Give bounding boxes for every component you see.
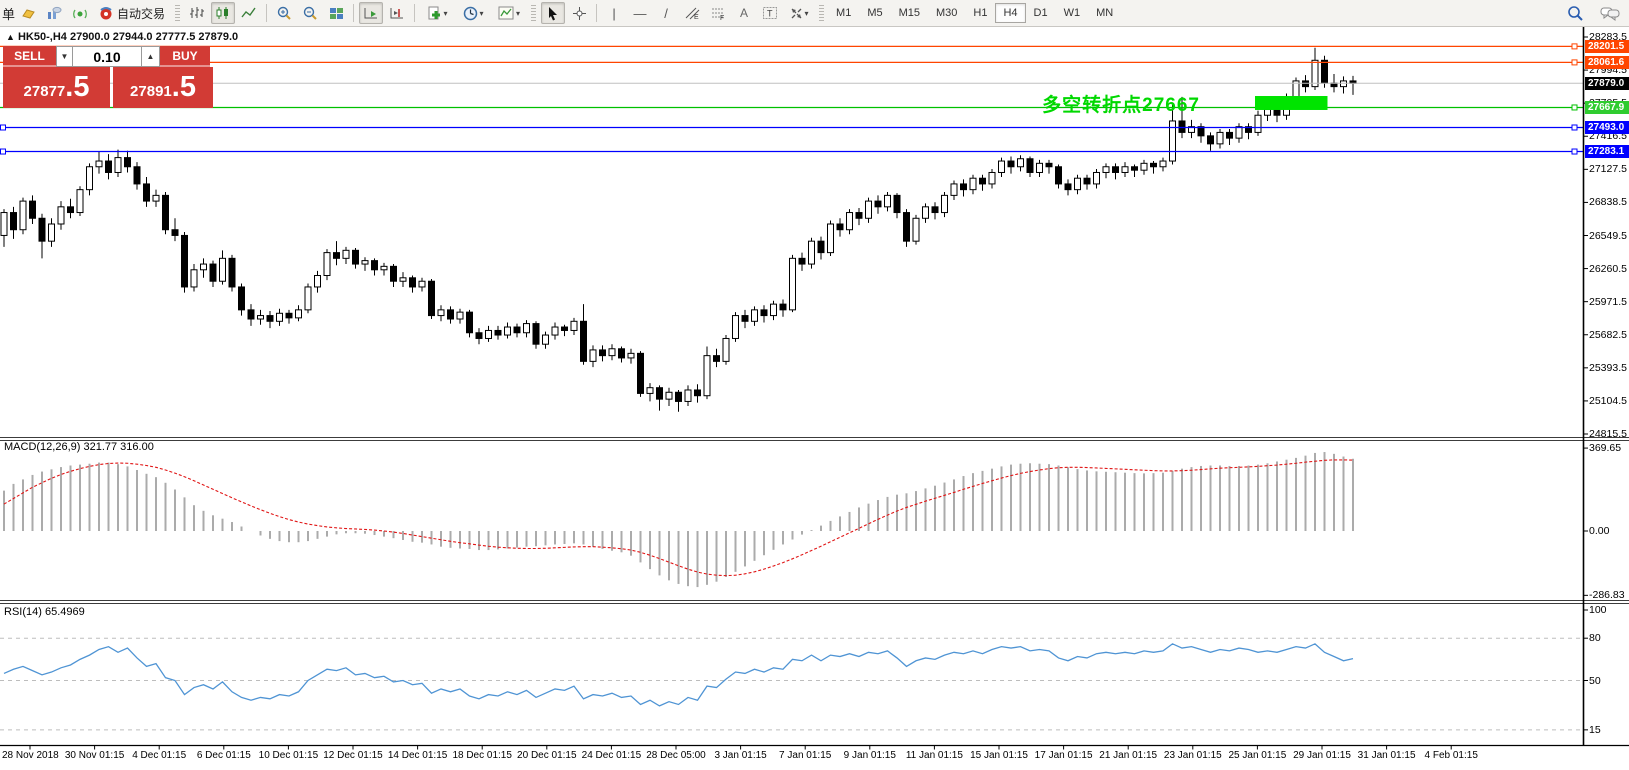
arrows-button[interactable]: ▾ xyxy=(784,2,814,24)
search-icon[interactable] xyxy=(1563,2,1587,24)
cursor-icon[interactable] xyxy=(541,2,566,24)
text-icon[interactable]: A xyxy=(740,6,749,20)
chart-title: ▲ HK50-,H4 27900.0 27944.0 27777.5 27879… xyxy=(6,31,238,43)
orders-button[interactable]: 单 xyxy=(2,6,16,22)
vertical-line-icon[interactable]: | xyxy=(612,5,616,21)
crosshair-icon[interactable] xyxy=(567,2,591,24)
rsi-line xyxy=(3,643,1354,707)
arrows-caret-icon: ▾ xyxy=(804,8,809,18)
timeframe-w1[interactable]: W1 xyxy=(1063,7,1081,19)
sell-price[interactable]: 27877 .5 xyxy=(3,67,110,108)
rsi-indicator xyxy=(0,637,1583,731)
horizontal-price-lines xyxy=(0,43,1583,155)
autotrade-label: 自动交易 xyxy=(117,6,166,21)
timeframe-mn[interactable]: MN xyxy=(1096,7,1114,19)
toolbar-grip[interactable] xyxy=(531,5,537,21)
buy-price[interactable]: 27891 .5 xyxy=(113,67,213,108)
sell-price-main: 27877 xyxy=(23,83,66,100)
period-caret-icon: ▾ xyxy=(479,8,484,18)
sell-price-fraction: .5 xyxy=(65,71,90,103)
fibonacci-icon[interactable]: F xyxy=(706,2,730,24)
bar-chart-icon[interactable] xyxy=(185,2,209,24)
timeframe-h1[interactable]: H1 xyxy=(973,7,988,19)
one-click-trading-panel: SELL ▼ 0.10 ▲ BUY 27877 .5 27891 .5 xyxy=(3,46,213,108)
text-label-icon[interactable]: T xyxy=(758,2,782,24)
timeframe-m30[interactable]: M30 xyxy=(936,7,958,19)
chart-shift-icon[interactable] xyxy=(385,2,409,24)
timeframe-h4[interactable]: H4 xyxy=(995,3,1026,23)
zoom-in-icon[interactable] xyxy=(272,2,296,24)
signal-icon[interactable] xyxy=(68,2,92,24)
indicators-caret-icon: ▾ xyxy=(516,8,521,18)
buy-price-main: 27891 xyxy=(130,83,172,100)
toolbar-grip[interactable] xyxy=(819,5,825,21)
tile-windows-icon[interactable] xyxy=(324,2,348,24)
new-order-caret-icon: ▾ xyxy=(443,8,448,18)
svg-text:T: T xyxy=(767,9,773,19)
horizontal-line-icon[interactable]: — xyxy=(633,5,647,21)
volume-increase-button[interactable]: ▲ xyxy=(141,46,160,67)
chart-symbol-period: HK50-,H4 xyxy=(17,31,67,43)
chart-ohlc-values: 27900.0 27944.0 27777.5 27879.0 xyxy=(69,31,239,43)
timeframe-d1[interactable]: D1 xyxy=(1033,7,1048,19)
chart-text-annotation[interactable]: 多空转折点27667 xyxy=(1042,95,1200,116)
zoom-out-icon[interactable] xyxy=(298,2,322,24)
new-order-button[interactable]: ▾ xyxy=(420,2,454,24)
volume-input[interactable]: 0.10 xyxy=(73,46,141,67)
highlight-rectangle xyxy=(1255,96,1328,110)
candlestick-chart-icon[interactable] xyxy=(211,2,236,24)
auto-scroll-icon[interactable] xyxy=(359,2,384,24)
line-chart-icon[interactable] xyxy=(237,2,261,24)
main-toolbar: 单 自动交易 xyxy=(0,0,1629,27)
volume-decrease-button[interactable]: ▼ xyxy=(56,46,73,67)
pane-frame xyxy=(0,27,1629,750)
timeframe-m1[interactable]: M1 xyxy=(836,7,852,19)
chat-icon[interactable] xyxy=(1598,2,1622,24)
period-clock-button[interactable]: ▾ xyxy=(456,2,490,24)
toolbar-grip[interactable] xyxy=(175,5,181,21)
timeframe-m15[interactable]: M15 xyxy=(898,7,920,19)
collapse-icon[interactable]: ▲ xyxy=(6,32,15,42)
publisher-icon[interactable] xyxy=(16,2,40,24)
svg-text:F: F xyxy=(720,15,724,20)
timeframe-buttons: M1 M5 M15 M30 H1 H4 D1 W1 MN xyxy=(828,3,1121,23)
equidistant-channel-icon[interactable]: E xyxy=(680,2,704,24)
buy-price-fraction: .5 xyxy=(171,71,196,103)
macd-indicator xyxy=(3,452,1354,588)
buy-button[interactable]: BUY xyxy=(160,46,210,67)
autotrade-button[interactable]: 自动交易 xyxy=(94,2,170,24)
trend-line-icon[interactable]: / xyxy=(664,5,668,21)
sell-button[interactable]: SELL xyxy=(3,46,56,67)
indicators-button[interactable]: ▾ xyxy=(492,2,526,24)
timeframe-m5[interactable]: M5 xyxy=(867,7,883,19)
svg-text:E: E xyxy=(694,14,699,20)
chart-upload-icon[interactable] xyxy=(42,2,66,24)
